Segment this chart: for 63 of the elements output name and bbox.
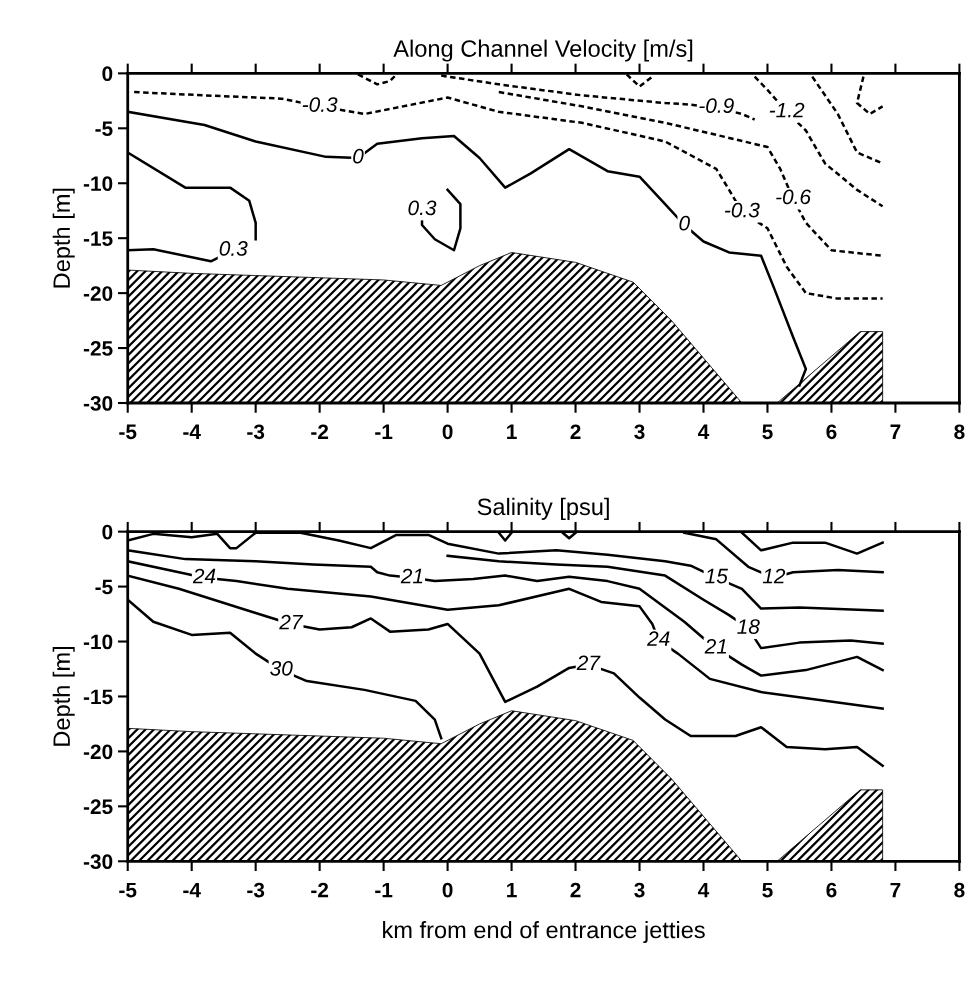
x-tick-label: 6 — [826, 424, 837, 440]
y-axis-title: Depth [m] — [52, 646, 75, 746]
x-tick-label: -3 — [247, 882, 265, 898]
y-tick-label: -15 — [83, 231, 113, 246]
y-tick-label: -20 — [83, 744, 113, 760]
x-tick-label: 3 — [634, 424, 645, 440]
x-tick-label: 6 — [826, 882, 837, 898]
annotation: 21 — [704, 638, 727, 654]
y-tick-label: -5 — [95, 121, 113, 137]
y-tick-label: -15 — [83, 689, 113, 705]
x-tick-label: -2 — [311, 882, 329, 898]
annotation: 21 — [400, 568, 423, 584]
annotation: 27 — [279, 614, 304, 630]
y-tick-label: -30 — [83, 396, 113, 411]
x-tick-label: 2 — [570, 424, 581, 439]
x-tick-label: -3 — [247, 424, 265, 440]
x-tick-label: 7 — [890, 882, 901, 898]
annotation: 15 — [705, 568, 728, 584]
y-tick-label: -5 — [95, 579, 113, 595]
y-tick-label: -25 — [83, 341, 113, 356]
x-tick-label: -2 — [311, 424, 329, 439]
y-tick-label: 0 — [102, 66, 113, 82]
x-tick-label: 1 — [507, 424, 517, 439]
y-axis-title: Depth [m] — [52, 188, 75, 288]
x-tick-label: 4 — [698, 882, 710, 898]
chart-title: Along Channel Velocity [m/s] — [393, 39, 693, 62]
y-tick-label: -30 — [83, 854, 113, 870]
annotation: -0.3 — [302, 97, 338, 112]
y-tick-label: -25 — [83, 799, 113, 815]
y-tick-label: -10 — [83, 634, 113, 650]
annotation: -0.3 — [725, 202, 760, 218]
x-tick-label: 4 — [698, 424, 710, 439]
x-tick-label: -1 — [375, 882, 393, 898]
x-tick-label: -4 — [183, 424, 201, 439]
annotation: 24 — [647, 631, 670, 646]
annotation: -0.6 — [776, 189, 812, 205]
annotation: -1.2 — [769, 102, 805, 118]
annotation: 30 — [270, 660, 293, 676]
x-tick-label: 0 — [442, 882, 453, 898]
x-tick-label: 8 — [954, 424, 965, 440]
x-tick-label: 5 — [762, 882, 773, 898]
x-tick-label: 8 — [954, 882, 965, 898]
x-tick-label: -5 — [119, 424, 137, 440]
x-tick-label: 1 — [507, 882, 517, 898]
x-axis-title: km from end of entrance jetties — [383, 920, 705, 943]
annotation: 18 — [737, 619, 760, 634]
y-tick-label: -10 — [83, 176, 113, 191]
annotation: 24 — [192, 568, 216, 584]
annotation: 0.3 — [219, 241, 248, 256]
x-tick-label: 0 — [442, 424, 453, 440]
x-tick-label: 2 — [570, 882, 581, 898]
x-tick-label: -1 — [375, 424, 393, 439]
x-tick-label: 5 — [762, 424, 773, 440]
annotation: 27 — [576, 655, 601, 670]
annotation: 12 — [762, 568, 786, 584]
x-tick-label: -5 — [119, 882, 137, 898]
x-tick-label: 7 — [890, 424, 901, 439]
x-tick-label: 3 — [634, 882, 645, 898]
annotation: 0.3 — [408, 200, 437, 216]
x-tick-label: -4 — [183, 882, 201, 898]
chart-title: Salinity [psu] — [477, 497, 609, 520]
y-tick-label: -20 — [83, 286, 113, 301]
y-tick-label: 0 — [102, 524, 113, 540]
